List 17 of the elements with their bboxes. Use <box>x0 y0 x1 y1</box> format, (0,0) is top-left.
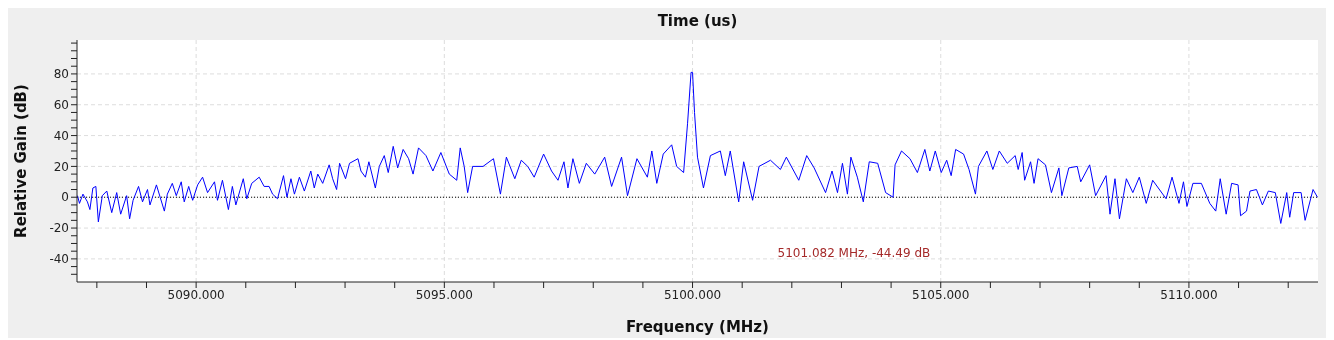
y-tick-label: 60 <box>53 98 69 112</box>
y-tick-label: 80 <box>53 67 69 82</box>
y-tick-label: -40 <box>49 252 69 267</box>
x-tick-label: 5110.000 <box>1160 287 1218 302</box>
y-axis-title: Relative Gain (dB) <box>12 84 30 238</box>
y-tick-label: 40 <box>53 128 69 143</box>
line-series <box>77 71 1318 224</box>
y-tick-label: -20 <box>49 221 69 236</box>
y-tick-label: 0 <box>61 190 69 205</box>
x-tick-label: 5105.000 <box>912 287 970 302</box>
x-axis-title: Frequency (MHz) <box>626 318 769 336</box>
x-tick-label: 5095.000 <box>415 287 473 302</box>
chart-title: Time (us) <box>657 12 738 30</box>
x-tick-label: 5090.000 <box>167 287 225 302</box>
x-tick-label: 5100.000 <box>663 287 722 302</box>
annotation: 5101.082 MHz, -44.49 dB <box>777 246 931 260</box>
y-tick-label: 20 <box>53 159 69 174</box>
